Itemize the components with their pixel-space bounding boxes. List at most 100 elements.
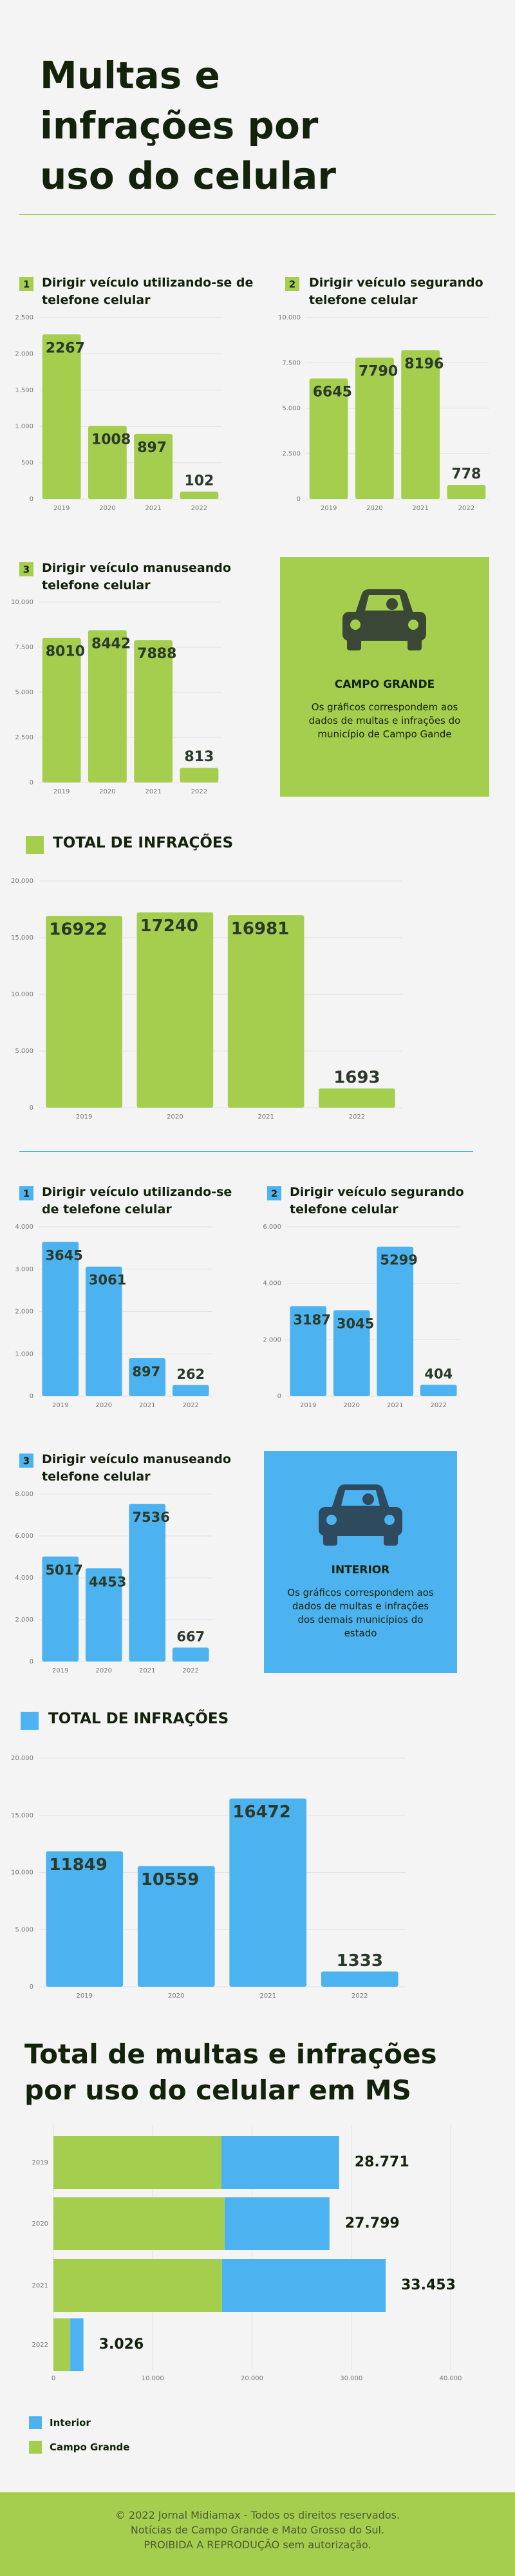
bar [129,1358,166,1396]
value-label: 8196 [404,356,444,372]
y-tick-label: 2020 [32,2221,48,2228]
badge-number: 1 [23,279,30,290]
value-label: 2267 [46,340,85,356]
x-tick-label: 2022 [183,1667,199,1674]
x-tick-label: 2019 [77,1993,93,2000]
badge [21,1712,39,1730]
badge-number: 2 [289,279,295,290]
y-tick-label: 2.500 [15,734,33,741]
badge-number: 3 [23,1455,30,1467]
car-icon [342,589,426,650]
value-label: 813 [184,749,214,765]
value-label: 1693 [333,1068,380,1088]
badge [26,836,44,854]
bar [180,768,219,782]
y-tick-label: 1.000 [15,1350,33,1358]
y-tick-label: 2022 [32,2342,48,2349]
bar [309,378,348,499]
bar [134,433,173,499]
info-box-title: INTERIOR [331,1564,390,1577]
total-label: 33.453 [401,2277,456,2293]
badge-number: 2 [271,1188,277,1200]
y-tick-label: 2021 [32,2282,48,2289]
bar [319,1088,395,1108]
x-tick-label: 2019 [53,788,70,795]
badge [267,1186,281,1200]
y-tick-label: 1.500 [15,387,33,394]
value-label: 5299 [380,1253,417,1268]
bar [129,1504,166,1662]
x-tick-label: 2019 [52,1402,68,1409]
x-tick-label: 2021 [145,788,161,795]
y-tick-label: 0 [30,779,33,786]
value-label: 8010 [46,644,85,660]
value-label: 1333 [337,1951,383,1971]
bar-segment [53,2318,71,2371]
x-tick-label: 2021 [387,1402,403,1409]
x-tick-label: 2019 [321,505,337,512]
value-label: 16472 [232,1803,290,1822]
value-label: 11849 [49,1855,107,1875]
value-label: 897 [132,1364,160,1379]
value-label: 262 [176,1367,205,1382]
value-label: 102 [184,473,214,489]
bar [85,1568,122,1662]
x-tick-label: 30.000 [340,2375,362,2382]
value-label: 3061 [89,1273,126,1288]
y-tick-label: 5.000 [15,689,33,696]
y-tick-label: 4.000 [15,1224,33,1231]
x-tick-label: 2020 [99,788,115,795]
bar [172,1647,209,1662]
bar [447,485,486,499]
value-label: 778 [451,466,481,482]
y-tick-label: 5.000 [282,405,301,412]
x-tick-label: 10.000 [142,2375,164,2382]
bar [88,630,127,782]
badge [19,562,33,576]
x-tick-label: 2021 [412,505,428,512]
bar [46,916,122,1108]
value-label: 17240 [140,916,198,936]
bar [420,1385,457,1396]
bar [321,1971,398,1987]
x-tick-label: 2022 [458,505,474,512]
value-label: 3645 [45,1247,82,1263]
y-tick-label: 0 [30,1658,33,1665]
x-tick-label: 2022 [351,1993,368,2000]
bar [377,1246,414,1396]
x-tick-label: 2021 [145,505,161,512]
value-label: 3187 [293,1312,330,1327]
y-tick-label: 15.000 [11,934,33,942]
chart-title: TOTAL DE INFRAÇÕES [53,835,234,851]
bar [42,638,81,782]
chart-title: TOTAL DE INFRAÇÕES [48,1710,229,1727]
legend-swatch [29,2416,42,2429]
y-tick-label: 7.500 [282,360,301,367]
bar-segment [224,2197,330,2250]
x-tick-label: 2021 [139,1667,155,1674]
bar-segment [53,2136,222,2189]
x-tick-label: 2020 [344,1402,360,1409]
info-box-text: Os gráficos correspondem aos dados de mu… [287,1587,434,1639]
value-label: 667 [176,1629,205,1644]
chart-title: Dirigir veículo manuseando telefone celu… [42,1452,231,1484]
x-tick-label: 0 [52,2375,55,2382]
chart-title: Dirigir veículo manuseando telefone celu… [42,561,231,592]
y-tick-label: 10.000 [11,1870,33,1877]
bar [42,1556,79,1662]
y-tick-label: 8.000 [15,1491,33,1498]
bar [333,1310,370,1396]
total-label: 28.771 [355,2154,409,2170]
x-tick-label: 2019 [52,1667,68,1674]
bar [229,1798,307,1987]
x-tick-label: 2019 [53,505,70,512]
value-label: 897 [137,440,167,456]
final-title: Total de multas e infrações por uso do c… [24,2038,437,2106]
x-tick-label: 2022 [349,1113,365,1121]
y-tick-label: 15.000 [11,1812,33,1819]
x-tick-label: 2022 [431,1402,447,1409]
x-tick-label: 2019 [300,1402,316,1409]
badge-number: 1 [23,1188,30,1200]
chart-title: Dirigir veículo utilizando-se de telefon… [42,276,254,307]
